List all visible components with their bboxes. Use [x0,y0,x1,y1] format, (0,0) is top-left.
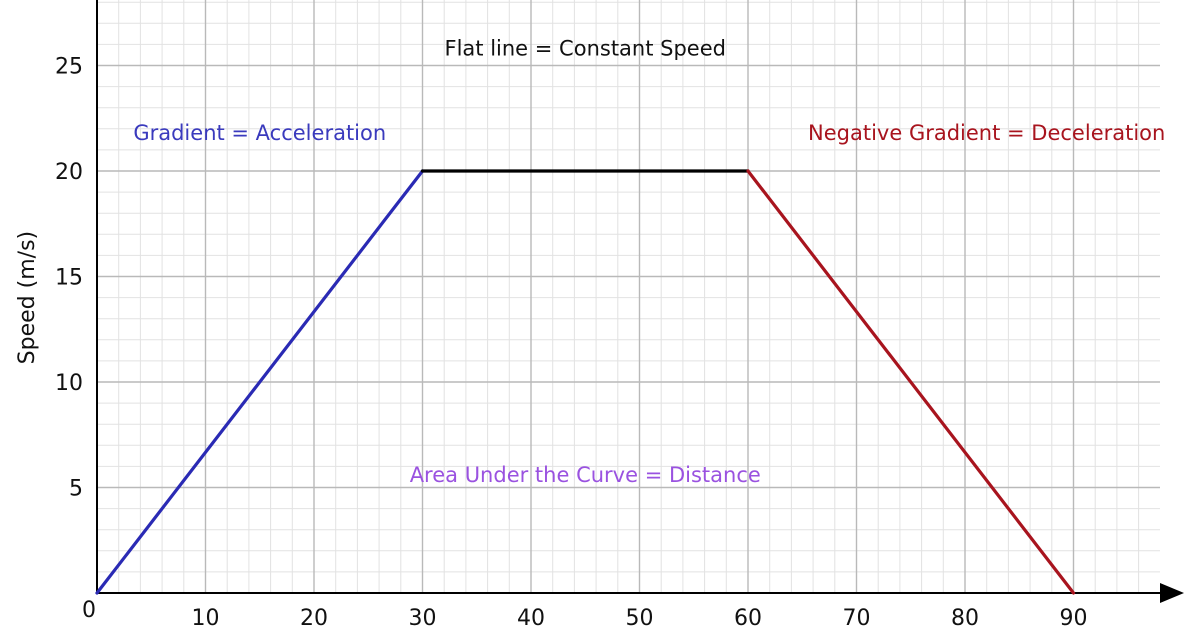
annotations: Flat line = Constant Speed Gradient = Acc… [133,37,1165,487]
x-tick-label: 10 [192,606,220,628]
x-tick-label: 50 [626,606,654,628]
x-axis-arrowhead [1160,583,1184,603]
x-tick-label: 80 [951,606,979,628]
annotation-label: Negative Gradient = Deceleration [808,121,1165,145]
series-lines [95,169,1076,595]
x-tick-label: 60 [734,606,762,628]
annotation-label: Area Under the Curve = Distance [410,463,761,487]
x-tick-label: 90 [1060,606,1088,628]
x-tick-label: 40 [517,606,545,628]
minor-grid [97,0,1160,593]
x-tick-label: 20 [300,606,328,628]
origin-tick-label: 0 [82,598,96,623]
series-line-3 [746,169,1076,595]
y-tick-label: 10 [55,371,83,396]
x-tick-label: 30 [409,606,437,628]
y-tick-label: 5 [69,477,83,502]
major-grid [96,0,1160,594]
annotation-label: Gradient = Acceleration [133,121,386,145]
x-tick-label: 70 [843,606,871,628]
y-tick-label: 25 [55,55,83,80]
tick-labels: 0 10 20 30 40 50 60 70 80 90 5 10 15 20 25 [55,55,1088,628]
y-axis-label: Speed (m/s) [15,231,40,364]
annotation-label: Flat line = Constant Speed [445,37,726,61]
y-tick-label: 20 [55,160,83,185]
series-line-1 [95,169,425,595]
axes [96,0,1184,603]
y-tick-label: 15 [55,266,83,291]
